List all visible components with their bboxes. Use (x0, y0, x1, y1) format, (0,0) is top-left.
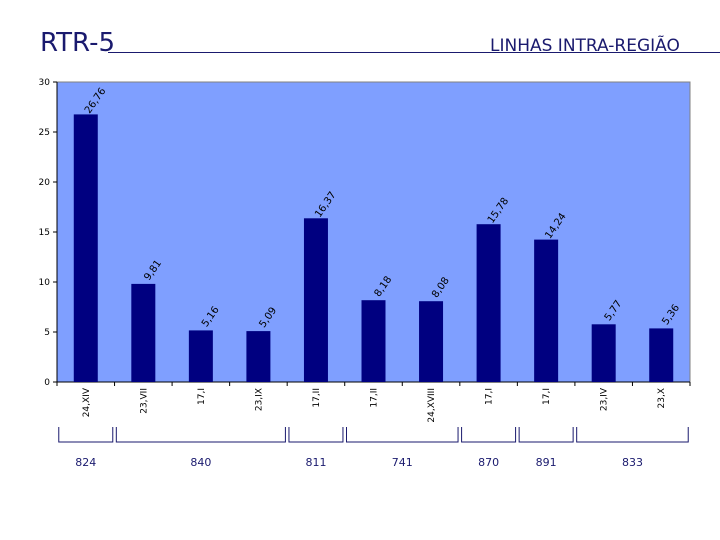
y-tick-label: 10 (39, 278, 51, 288)
y-tick-label: 25 (39, 128, 50, 138)
bar (649, 328, 674, 382)
category-label: 17,II (312, 388, 322, 408)
group-bracket (58, 427, 114, 443)
group-bracket (115, 427, 286, 443)
bar (419, 301, 444, 382)
group-bracket (288, 427, 344, 443)
y-tick-label: 20 (39, 178, 51, 188)
category-label: 23,VII (139, 388, 149, 414)
page-subtitle: LINHAS INTRA-REGIÃO (490, 36, 680, 56)
page-title: RTR-5 (40, 28, 115, 58)
category-label: 23,X (657, 388, 667, 408)
group-label: 811 (305, 456, 326, 469)
bar (131, 283, 156, 382)
bar (361, 300, 386, 382)
group-label: 891 (536, 456, 557, 469)
category-label: 17,I (485, 388, 495, 405)
group-label: 741 (392, 456, 413, 469)
bar (188, 330, 213, 382)
category-label: 24,XVIII (427, 388, 437, 423)
group-bracket (518, 427, 574, 443)
bar (534, 239, 559, 382)
y-tick-label: 0 (44, 378, 50, 388)
y-tick-label: 5 (44, 328, 50, 338)
y-tick-label: 15 (39, 228, 50, 238)
category-label: 17,II (370, 388, 380, 408)
group-label: 833 (622, 456, 643, 469)
bar (591, 324, 616, 382)
category-label: 17,I (197, 388, 207, 405)
bar (73, 114, 98, 383)
bar (246, 331, 271, 382)
category-label: 23,IX (254, 388, 264, 411)
title-underline (108, 52, 720, 53)
bar (476, 224, 501, 382)
bar (303, 218, 328, 382)
group-bracket (461, 427, 517, 443)
group-label: 870 (478, 456, 499, 469)
category-label: 23,IV (600, 387, 610, 411)
category-label: 17,I (542, 388, 552, 405)
group-bracket (576, 427, 689, 443)
group-label: 840 (190, 456, 211, 469)
y-tick-label: 30 (39, 78, 51, 88)
group-label: 824 (75, 456, 96, 469)
group-bracket (346, 427, 459, 443)
category-label: 24,XIV (82, 387, 92, 417)
